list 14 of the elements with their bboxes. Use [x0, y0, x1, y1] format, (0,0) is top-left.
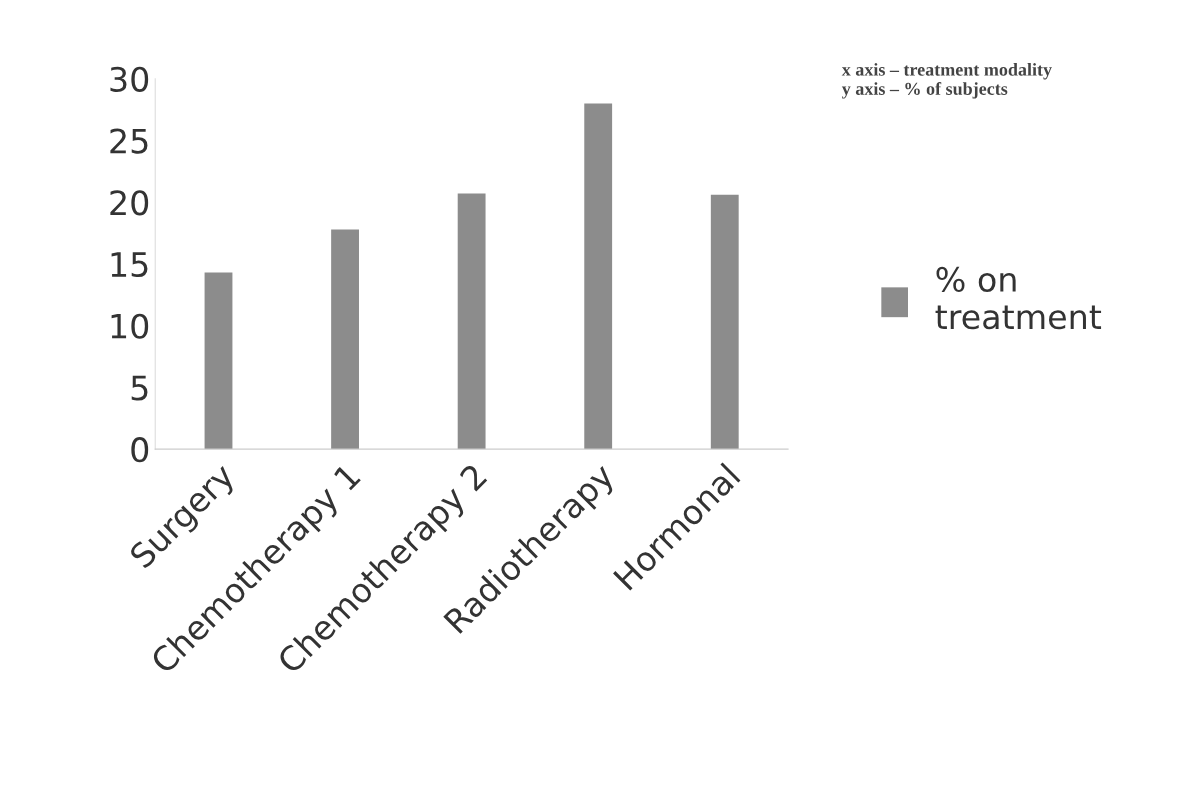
- legend-label: % on treatment: [935, 266, 1102, 330]
- bar: [710, 194, 739, 450]
- y-tick-label: 15: [111, 252, 148, 278]
- bar: [584, 103, 613, 450]
- y-tick-label: 0: [131, 437, 149, 463]
- y-tick-label: 10: [111, 313, 149, 339]
- y-tick-label: 5: [131, 375, 148, 401]
- bar: [331, 229, 359, 450]
- y-tick-label: 25: [110, 128, 148, 154]
- bar: [457, 193, 486, 450]
- text: x axis – treatment modality y axis – % of subjects: [841, 63, 1052, 99]
- y-tick-label: 20: [110, 190, 149, 216]
- y-tick-label: 30: [110, 66, 149, 92]
- bar: [204, 272, 233, 450]
